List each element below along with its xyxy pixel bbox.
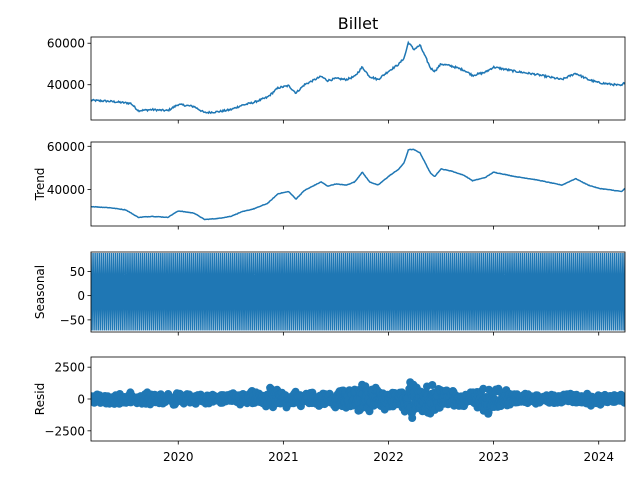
trend-ytick-label: 40000 [47,183,85,197]
trend-ytick-label: 60000 [47,140,85,154]
chart-title: Billet [338,14,378,33]
observed-ytick-label: 40000 [47,78,85,92]
trend-ylabel: Trend [33,168,47,202]
resid-point [408,414,417,422]
seasonal-ytick-label: 50 [70,265,85,279]
seasonal-ylabel: Seasonal [33,265,47,319]
xtick-label: 2021 [268,450,299,464]
resid-panel: −2500 0 2500 2020 2021 2022 2023 2024 Resid [33,356,626,464]
xtick-label: 2022 [373,450,404,464]
resid-point [428,381,437,389]
xtick-label: 2024 [583,450,614,464]
seasonal-plot-area [91,252,625,331]
seasonal-series-line [91,252,625,331]
observed-series-line [91,40,625,115]
observed-ytick-label: 60000 [47,37,85,51]
resid-plot-area [91,378,625,422]
seasonal-axes-frame [90,251,626,333]
trend-plot-area [91,148,625,221]
resid-ytick-label: 0 [77,393,85,407]
resid-ylabel: Resid [33,383,47,415]
resid-ytick-label: −2500 [44,424,85,438]
observed-plot-area [91,40,625,115]
trend-axes-frame [90,141,626,227]
observed-axes-frame [90,36,626,121]
xtick-label: 2023 [478,450,509,464]
xtick-label: 2020 [163,450,194,464]
observed-panel: 40000 60000 [47,36,626,124]
seasonal-ytick-label: 0 [77,289,85,303]
seasonal-panel: −50 0 50 Seasonal [33,251,626,336]
resid-ytick-label: 2500 [54,361,85,375]
resid-point [620,398,625,407]
trend-series-line [91,148,625,221]
resid-point [365,407,374,416]
seasonal-ytick-label: −50 [60,313,85,327]
